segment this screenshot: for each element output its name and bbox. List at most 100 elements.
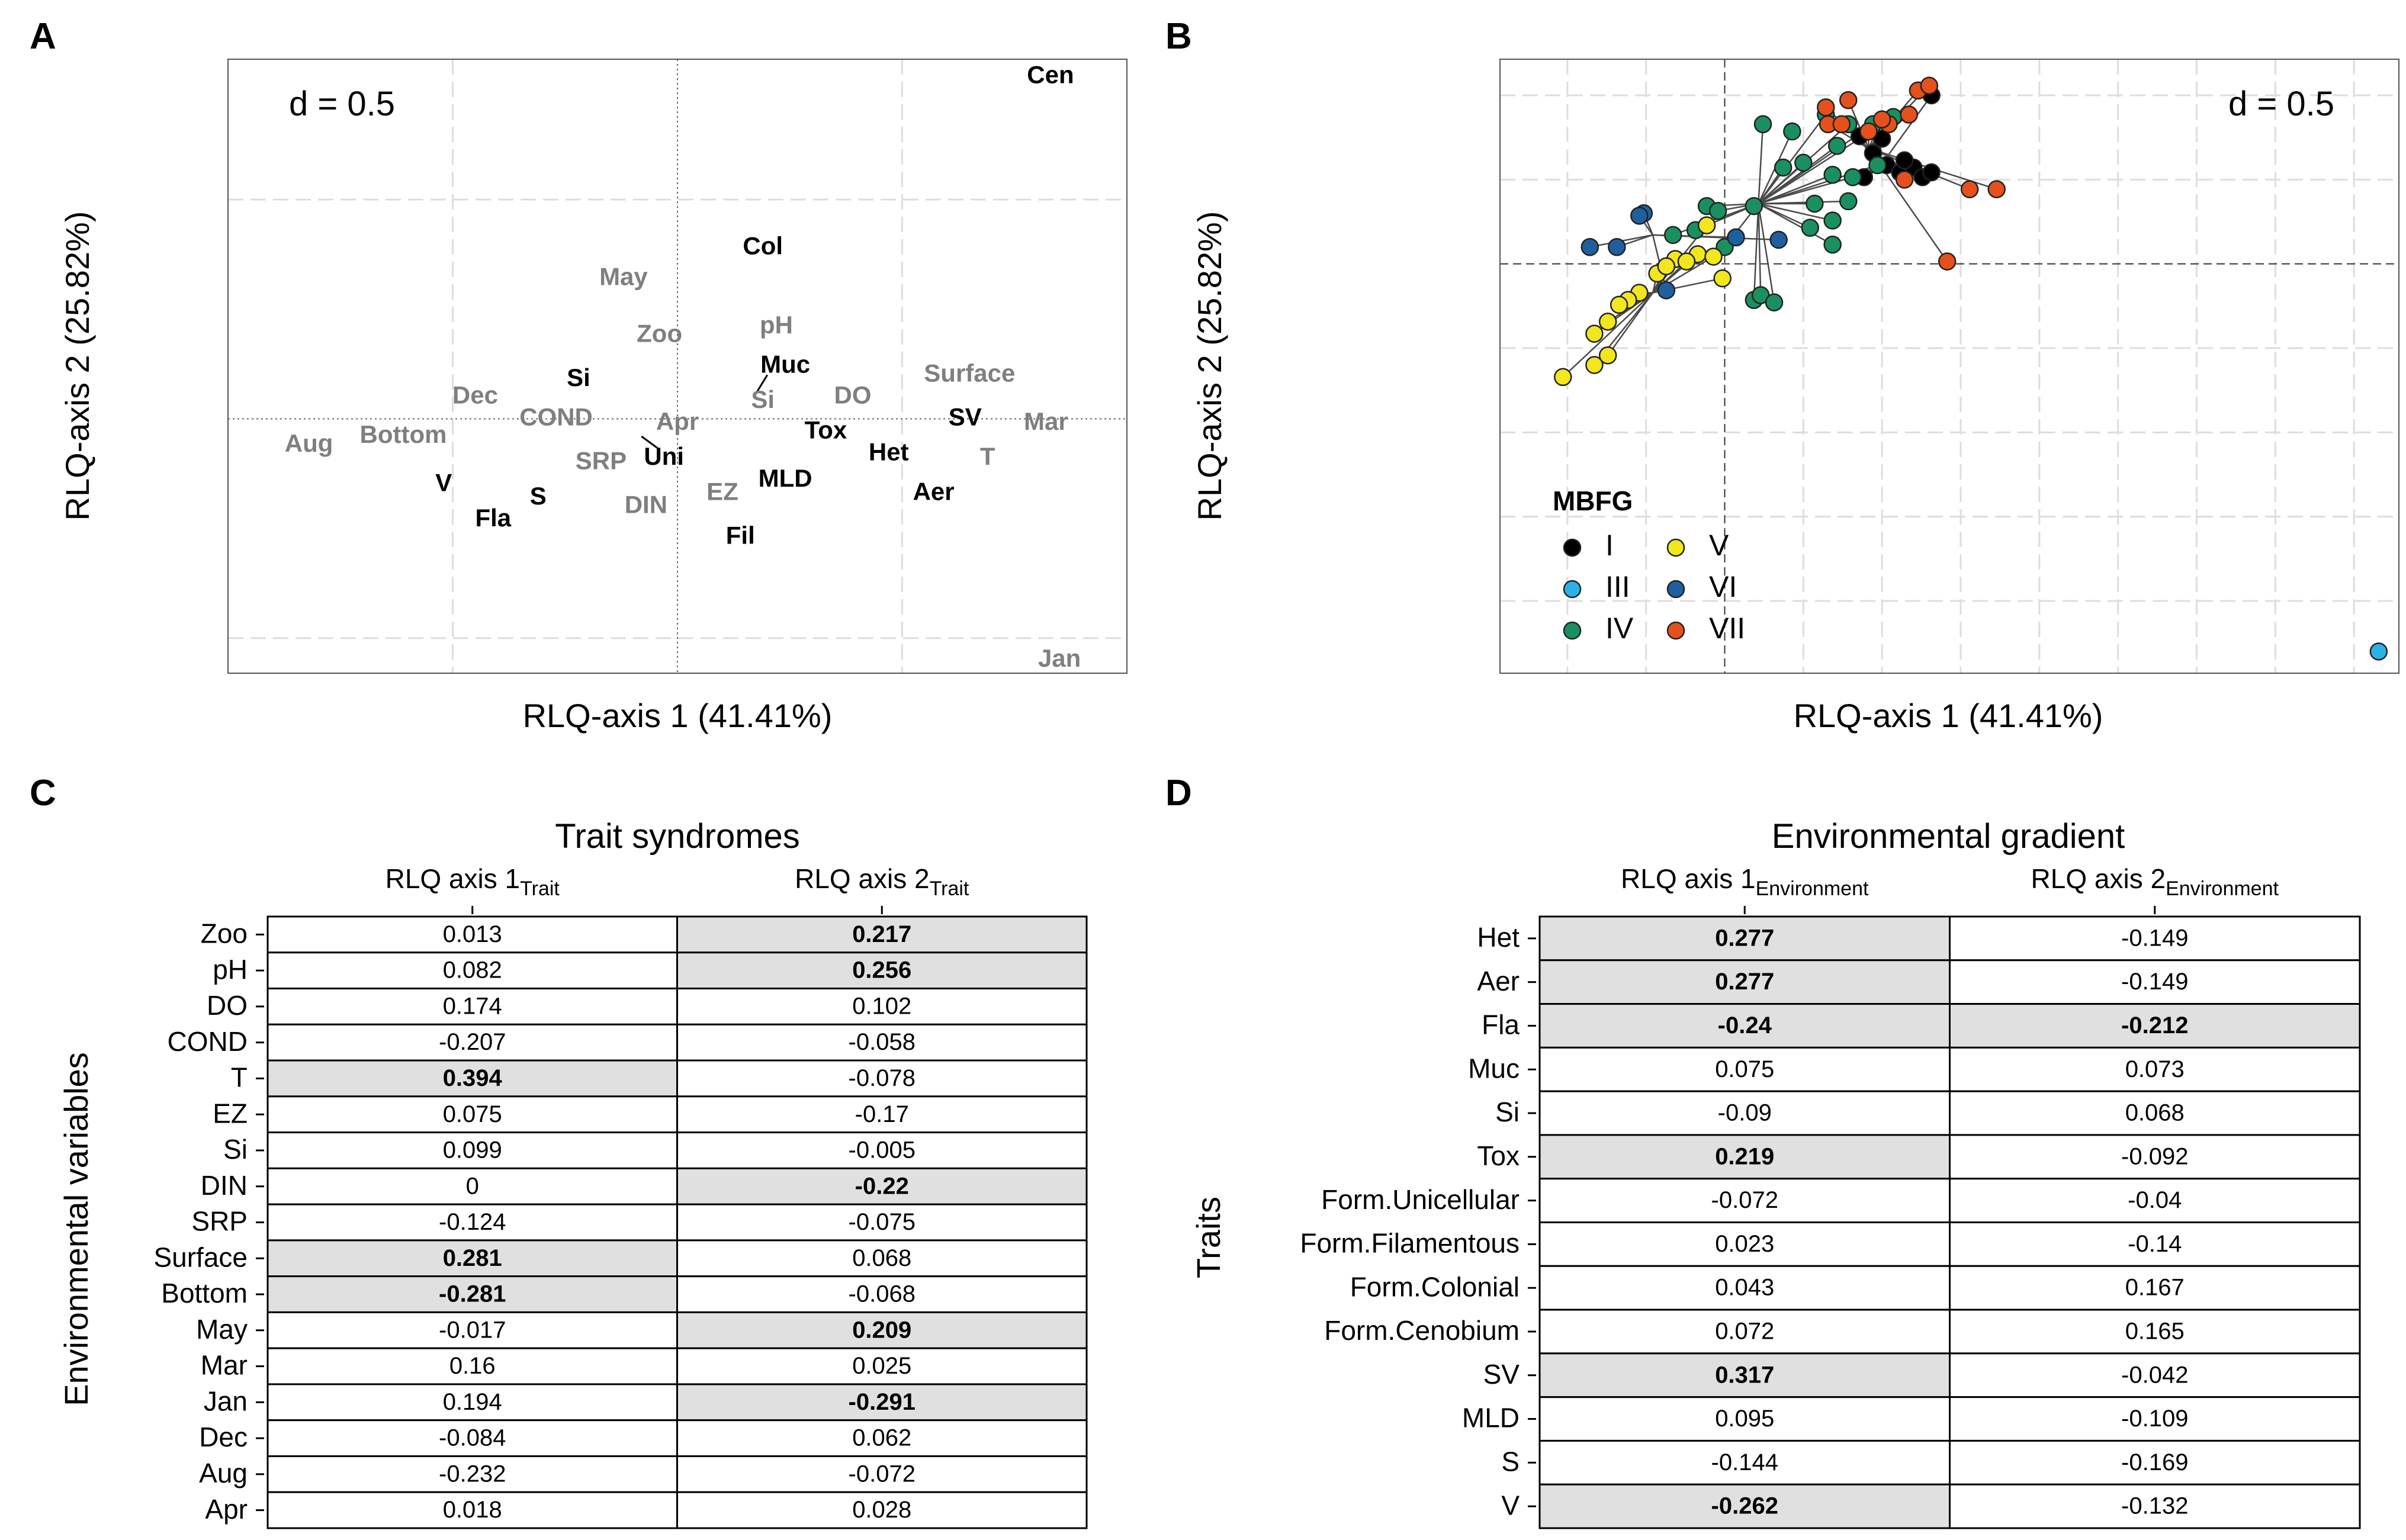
column-header-base: RLQ axis 2 [2031,863,2166,894]
table-cell [1538,1308,1951,1355]
panel-b-scale-annotation: d = 0.5 [2228,85,2334,123]
column-header-1: RLQ axis 1Environment [1621,863,1869,900]
panel-a-x-axis-label: RLQ-axis 1 (41.41%) [523,697,833,734]
column-header-subscript: Trait [520,877,560,900]
table-cell-value: 0.025 [852,1353,911,1379]
table-cell [1949,1090,2361,1136]
trait-label-sv: SV [949,403,982,430]
table-cell [1949,915,2361,962]
table-cell-value: 0.062 [852,1425,911,1451]
table-cell-value: -0.005 [849,1137,915,1163]
row-label: Si [1495,1097,1520,1127]
point-mbfg-iv [1839,192,1858,211]
row-label: Surface [153,1242,248,1272]
env-label-si: Si [751,385,775,413]
row-label: SV [1483,1359,1520,1390]
table-cell-value: 0.028 [852,1497,911,1523]
trait-label-cen: Cen [1027,61,1074,89]
point-mbfg-v [1713,269,1732,288]
env-label-bottom: Bottom [360,420,447,448]
table-cell-value: 0.072 [1715,1319,1774,1345]
trait-label-s: S [530,482,547,510]
env-label-din: DIN [625,491,667,519]
point-mbfg-vi [1727,228,1745,247]
point-mbfg-iv [1828,137,1846,155]
table-cell-value: -0.04 [2128,1187,2182,1213]
table-cell-value: -0.132 [2121,1493,2188,1519]
table-cell-value: -0.068 [849,1281,915,1307]
table-cell-value: -0.14 [2128,1231,2182,1257]
spoke-mbfg-v [1562,292,1653,378]
point-mbfg-vi [1630,207,1649,225]
point-mbfg-vii [1859,122,1878,141]
table-cell-value: 0.013 [443,921,502,947]
row-label: EZ [213,1098,248,1129]
point-mbfg-v [1598,313,1617,331]
row-label: Mar [201,1350,248,1381]
point-mbfg-i [1922,163,1941,182]
point-mbfg-iii [2369,642,2388,661]
spoke-mbfg-iv [1758,203,1775,303]
table-cell [266,951,678,990]
table-cell-value: 0.095 [1715,1406,1774,1432]
table-cell [266,1167,678,1205]
point-mbfg-i [1895,151,1914,170]
row-label: DIN [201,1170,248,1201]
row-label: Si [223,1134,248,1165]
table-cell-value: -0.232 [439,1461,506,1487]
panel-a-grid [228,59,1127,673]
row-label: MLD [1462,1403,1520,1433]
table-cell-value: -0.291 [849,1389,915,1415]
env-label-zoo: Zoo [637,320,682,348]
env-label-ph: pH [760,311,793,339]
table-cell-value: 0 [466,1173,479,1199]
point-mbfg-iv [1783,122,1801,141]
point-mbfg-vii [1839,91,1858,110]
table-cell-highlighted [266,1239,678,1278]
panel-b-legend-title: MBFG [1553,486,1633,516]
table-cell-value: 0.217 [852,921,911,947]
legend-swatch-iv [1563,621,1582,640]
env-label-apr: Apr [656,407,699,435]
table-cell-value: 0.209 [852,1317,911,1343]
table-cell-value: 0.219 [1715,1143,1774,1169]
table-cell [1949,1439,2361,1486]
table-cell-highlighted [676,1311,1088,1349]
table-cell [676,1203,1088,1242]
row-label: Aer [1477,966,1520,996]
table-cell-value: 0.099 [443,1137,502,1163]
point-mbfg-vi [1769,230,1788,249]
table-cell-value: -0.072 [1711,1187,1778,1213]
panel-d-title: Environmental gradient [1772,817,2125,856]
table-cell [1949,1221,2361,1267]
panel-a-labels: May Zoo pH Si Dec COND Apr DO Surface Mar Aug Botto… [285,61,1081,672]
table-cell-value: 0.174 [443,993,502,1019]
trait-label-mld: MLD [759,464,812,492]
point-mbfg-iv [1806,194,1824,213]
table-cell [1949,1308,2361,1355]
legend-swatch-iii [1563,580,1582,599]
legend-label-iii: III [1605,570,1630,603]
legend-label-iv: IV [1605,612,1634,645]
table-cell [676,1059,1088,1098]
table-cell-value: -0.144 [1711,1449,1778,1475]
column-header-base: RLQ axis 1 [1621,863,1756,894]
spoke-mbfg-iv [1758,124,1764,204]
env-label-mar: Mar [1024,407,1068,435]
row-label: Form.Filamentous [1300,1228,1520,1259]
table-cell-value: -0.09 [1718,1100,1772,1126]
point-mbfg-v [1704,247,1723,266]
point-mbfg-v [1585,324,1604,343]
leader-line-uni [641,435,660,451]
legend-label-vi: VI [1709,570,1737,603]
env-label-aug: Aug [285,429,333,457]
table-cell-value: -0.042 [2121,1362,2188,1388]
table-cell-value: -0.281 [439,1281,506,1307]
env-label-surface: Surface [924,359,1015,387]
table-cell-highlighted [266,1059,678,1098]
point-mbfg-v [1585,356,1604,374]
table-cell-highlighted [1538,1134,1951,1180]
